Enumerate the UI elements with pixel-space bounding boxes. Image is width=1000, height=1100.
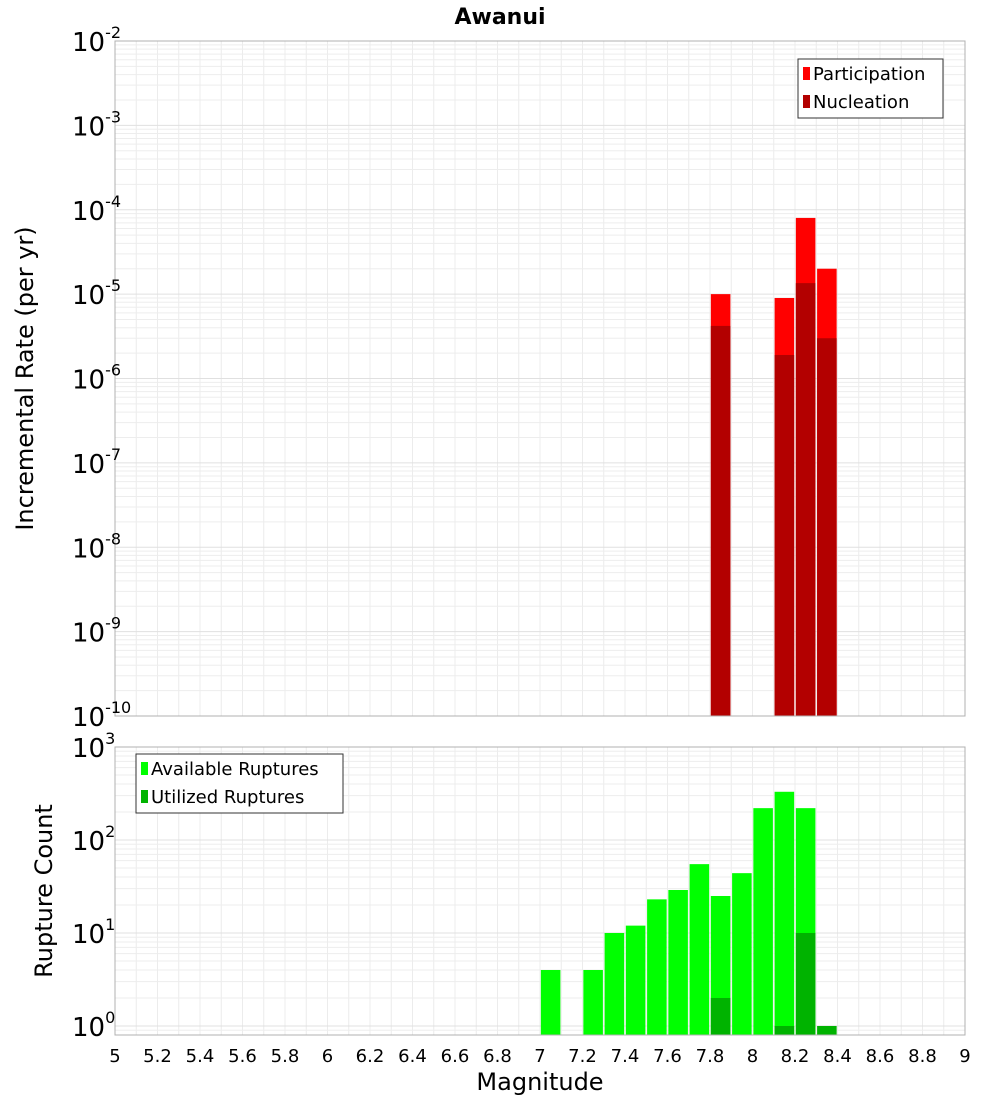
y-tick-label: 10-6: [72, 361, 121, 396]
y-tick-label: 10-5: [72, 276, 121, 311]
legend-swatch: [141, 762, 148, 775]
y-tick-label: 10-8: [72, 529, 121, 564]
y-tick-label: 10-4: [72, 192, 121, 227]
x-axis-label: Magnitude: [476, 1068, 603, 1096]
bottom-y-tick-labels: 100 101 102 103: [72, 729, 115, 1043]
bar-utilized-ruptures: [817, 1025, 837, 1035]
x-tick-label: 6.2: [356, 1046, 385, 1067]
top-y-axis-label: Incremental Rate (per yr): [11, 226, 39, 530]
bar-nucleation: [817, 338, 837, 716]
x-tick-label: 5.4: [186, 1046, 215, 1067]
bar-utilized-ruptures: [710, 997, 731, 1035]
x-tick-label: 7.4: [611, 1046, 640, 1067]
bar-available-ruptures: [753, 808, 773, 1035]
x-tick-label: 7.8: [696, 1046, 725, 1067]
x-tick-label: 8.4: [823, 1046, 852, 1067]
y-tick-label: 10-10: [72, 698, 131, 733]
chart-title: Awanui: [454, 5, 545, 30]
legend-label: Participation: [813, 64, 925, 85]
top-legend: Participation Nucleation: [797, 58, 944, 119]
x-tick-label: 5.2: [143, 1046, 172, 1067]
bottom-bars: [540, 791, 837, 1035]
x-tick-label: 8.6: [866, 1046, 895, 1067]
x-tick-labels: 5 5.2 5.4 5.6 5.8 6 6.2 6.4 6.6 6.8 7 7.2 7.4 7.6 7.8 8…: [109, 1046, 970, 1067]
legend-swatch: [803, 95, 810, 108]
bar-utilized-ruptures: [795, 932, 816, 1035]
rupture-count-plot: 100 101 102 103 5 5.2 5.4 5.6 5.8 6 6.2 6.4 6.6 6.8 7…: [72, 729, 971, 1067]
x-tick-label: 8.2: [781, 1046, 810, 1067]
y-tick-label: 100: [72, 1008, 115, 1043]
x-tick-label: 8: [747, 1046, 758, 1067]
legend-label: Nucleation: [813, 92, 909, 113]
y-tick-label: 102: [72, 822, 115, 857]
top-gridlines: [114, 41, 966, 717]
x-tick-label: 5.6: [228, 1046, 257, 1067]
y-tick-label: 10-9: [72, 614, 121, 649]
bar-available-ruptures: [625, 925, 646, 1035]
bar-nucleation: [795, 283, 816, 716]
x-tick-label: 7.6: [653, 1046, 682, 1067]
bottom-legend: Available Ruptures Utilized Ruptures: [135, 753, 344, 814]
legend-label: Available Ruptures: [151, 759, 319, 780]
x-tick-label: 7: [534, 1046, 545, 1067]
bar-available-ruptures: [668, 889, 688, 1035]
top-bars: [710, 217, 837, 716]
bottom-y-axis-label: Rupture Count: [30, 804, 58, 978]
x-tick-label: 6.4: [398, 1046, 427, 1067]
x-tick-label: 6: [322, 1046, 333, 1067]
x-tick-label: 6.8: [483, 1046, 512, 1067]
bar-available-ruptures: [647, 899, 667, 1035]
y-tick-label: 101: [72, 915, 115, 950]
bar-available-ruptures: [774, 791, 795, 1035]
legend-swatch: [803, 67, 810, 80]
legend-box: [135, 753, 344, 814]
legend-box: [797, 58, 944, 119]
top-y-tick-labels: 10-10 10-9 10-8 10-7 10-6 10-5 10-4 10-3 10-2: [72, 23, 131, 733]
bar-available-ruptures: [583, 969, 603, 1035]
legend-swatch: [141, 790, 148, 803]
bar-available-ruptures: [689, 864, 710, 1035]
top-plot-border: [114, 40, 966, 717]
bar-available-ruptures: [540, 969, 561, 1035]
bar-nucleation: [774, 354, 795, 716]
y-tick-label: 10-7: [72, 445, 121, 480]
x-tick-label: 6.6: [441, 1046, 470, 1067]
x-tick-label: 5.8: [271, 1046, 300, 1067]
x-tick-label: 7.2: [568, 1046, 597, 1067]
bar-utilized-ruptures: [774, 1025, 795, 1035]
y-tick-label: 10-3: [72, 107, 121, 142]
bottom-plot-border: [114, 746, 966, 1036]
y-tick-label: 103: [72, 729, 115, 764]
bar-available-ruptures: [732, 873, 752, 1035]
x-tick-label: 9: [959, 1046, 970, 1067]
x-tick-label: 8.8: [908, 1046, 937, 1067]
x-tick-label: 5: [109, 1046, 120, 1067]
bar-available-ruptures: [604, 932, 625, 1035]
incremental-rate-plot: 10-10 10-9 10-8 10-7 10-6 10-5 10-4 10-3 10-2 Pa…: [72, 23, 966, 733]
bar-nucleation: [710, 325, 731, 716]
legend-label: Utilized Ruptures: [151, 787, 304, 808]
y-tick-label: 10-2: [72, 23, 121, 58]
